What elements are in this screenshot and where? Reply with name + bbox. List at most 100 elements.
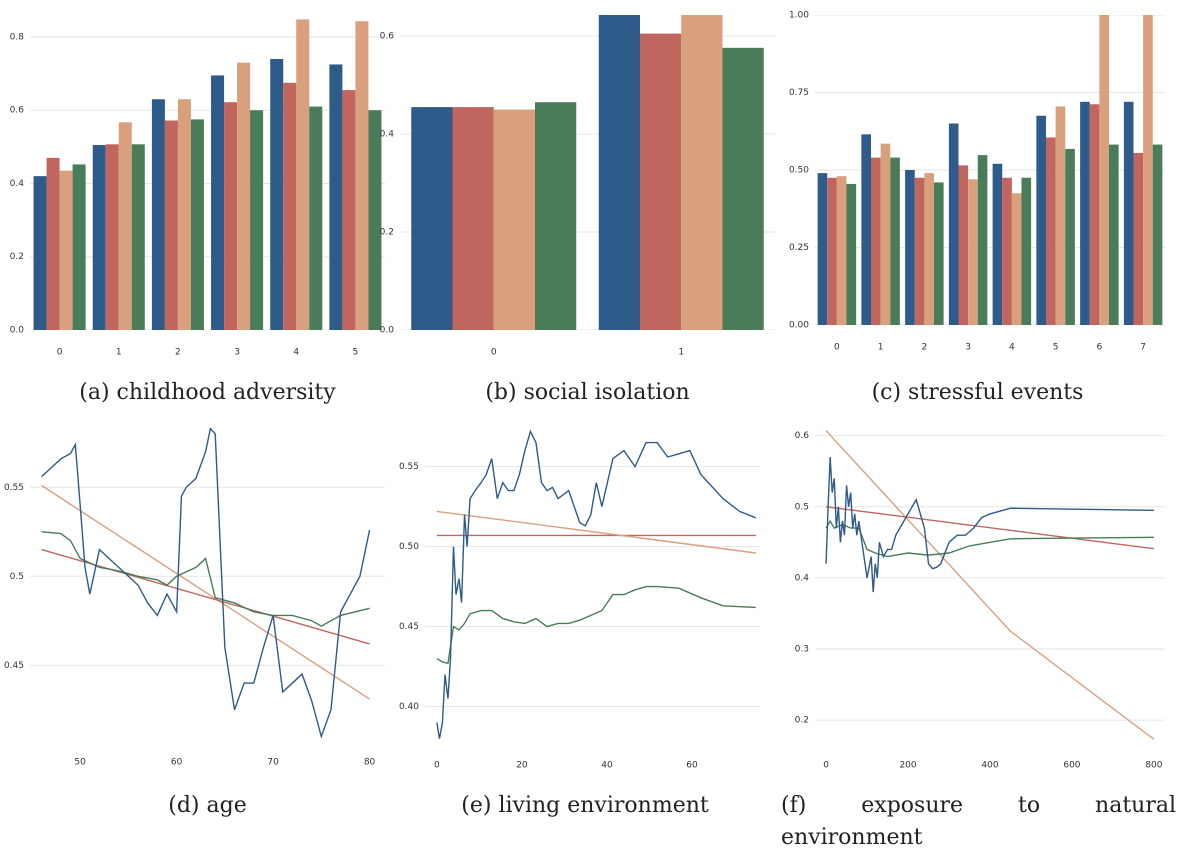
bar [177, 99, 191, 330]
bar [836, 176, 847, 325]
bar [1152, 144, 1163, 325]
y-tick-label: 0.6 [380, 32, 395, 42]
x-tick-label: 50 [74, 758, 86, 768]
caption: (f) exposure to natural environment [781, 793, 1176, 850]
x-tick-label: 60 [171, 758, 183, 768]
bar [1089, 104, 1100, 325]
y-tick-label: 0.8 [10, 32, 25, 42]
bar [1055, 106, 1066, 325]
y-tick-label: 0.5 [10, 572, 24, 582]
line [436, 510, 756, 554]
bar [958, 165, 969, 325]
bar [118, 122, 132, 330]
bar [890, 157, 900, 325]
y-tick-label: 0.55 [4, 483, 24, 493]
x-tick-label: 2 [175, 348, 181, 358]
line [41, 531, 370, 627]
bar [1133, 152, 1144, 325]
bar [681, 15, 723, 330]
y-tick-label: 0.2 [795, 716, 809, 726]
bar [493, 109, 535, 330]
x-tick-label: 20 [516, 761, 528, 771]
bar [977, 155, 988, 325]
x-tick-label: 70 [267, 758, 279, 768]
x-tick-label: 4 [293, 348, 299, 358]
bar [914, 177, 925, 325]
y-tick-label: 0.75 [789, 88, 809, 98]
plot-area [30, 19, 385, 330]
line [436, 429, 757, 739]
x-tick-label: 40 [601, 761, 613, 771]
bar [92, 145, 106, 330]
plot-area [815, 430, 1165, 740]
bar [237, 62, 251, 330]
y-tick-label: 0.0 [10, 326, 25, 336]
y-tick-label: 0.0 [380, 326, 395, 336]
bar [131, 144, 145, 330]
y-tick-label: 0.4 [380, 130, 395, 140]
line [436, 585, 756, 665]
bar [190, 119, 204, 330]
y-tick-label: 0.00 [789, 321, 809, 331]
bar [871, 157, 881, 325]
bar [827, 177, 837, 325]
bar [355, 21, 369, 330]
line [41, 427, 371, 739]
x-tick-label: 0 [57, 348, 63, 358]
bar [817, 173, 828, 325]
bar [880, 143, 891, 325]
y-tick-label: 0.2 [380, 228, 394, 238]
y-tick-label: 0.55 [399, 462, 419, 472]
bar [283, 82, 297, 330]
x-tick-label: 3 [234, 348, 240, 358]
y-tick-label: 0.45 [4, 661, 24, 671]
line [825, 456, 1154, 593]
bar [1143, 15, 1153, 325]
bar [924, 173, 934, 325]
caption: (d) age [168, 793, 247, 818]
bar [224, 102, 238, 330]
bar [1065, 148, 1075, 325]
bar [1036, 115, 1046, 325]
plot-area [30, 427, 385, 739]
bar [270, 58, 284, 330]
bar [640, 33, 682, 330]
caption: (a) childhood adversity [79, 380, 336, 405]
x-tick-label: 4 [1009, 343, 1015, 353]
bar [1011, 193, 1022, 325]
bar [846, 183, 857, 325]
bar [329, 64, 343, 330]
x-tick-label: 5 [353, 348, 359, 358]
x-tick-label: 3 [965, 343, 971, 353]
x-tick-label: 2 [922, 343, 928, 353]
bar [46, 157, 60, 330]
x-tick-label: 600 [1063, 761, 1080, 771]
x-tick-label: 0 [491, 348, 497, 358]
bar [342, 90, 356, 330]
y-tick-label: 0.4 [795, 573, 810, 583]
bar [151, 99, 165, 330]
bar [1021, 177, 1032, 325]
y-tick-label: 0.50 [789, 166, 809, 176]
plot-area [425, 429, 760, 739]
line [825, 519, 1154, 558]
y-tick-label: 0.6 [795, 431, 810, 441]
bar [309, 106, 323, 330]
bar [905, 170, 915, 325]
bar [452, 107, 494, 330]
x-tick-label: 1 [116, 348, 122, 358]
x-tick-label: 60 [686, 761, 698, 771]
y-tick-label: 1.00 [789, 11, 809, 21]
x-tick-label: 1 [678, 348, 684, 358]
y-tick-label: 0.5 [795, 502, 809, 512]
bar [1002, 177, 1012, 325]
x-tick-label: 5 [1053, 343, 1059, 353]
y-tick-label: 0.4 [10, 179, 25, 189]
bar [411, 107, 453, 330]
x-tick-label: 7 [1140, 343, 1146, 353]
bar [1099, 15, 1109, 325]
caption: (e) living environment [461, 793, 709, 818]
bar [296, 19, 310, 330]
caption: (c) stressful events [871, 380, 1084, 405]
